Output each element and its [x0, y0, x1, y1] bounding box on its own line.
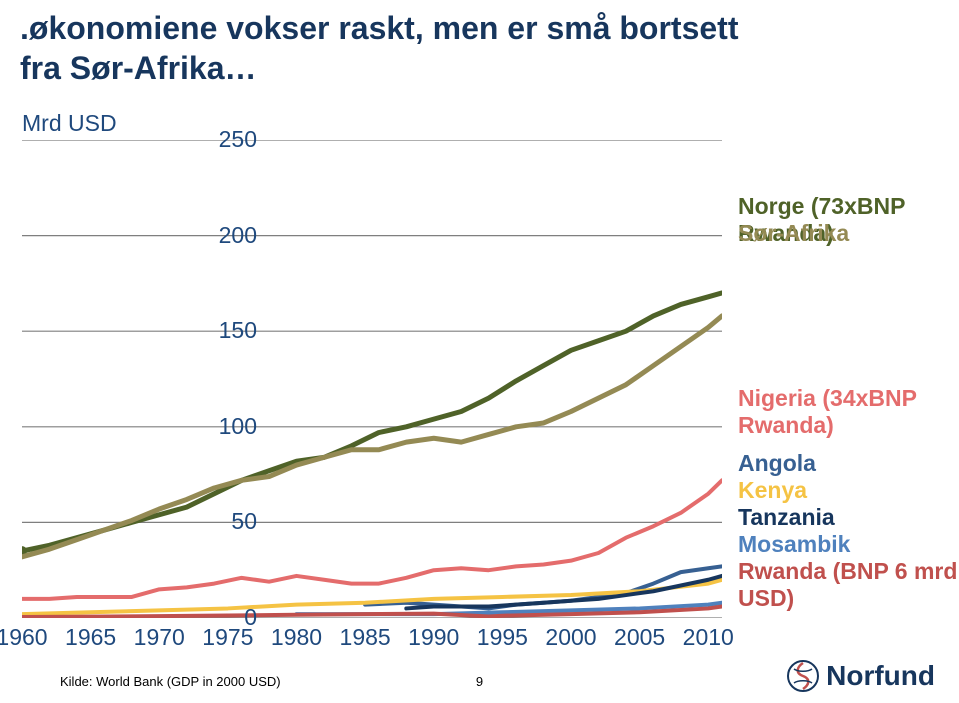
xtick-label: 2010 — [683, 624, 734, 651]
xtick-label: 1970 — [134, 624, 185, 651]
series-label: Mosambik — [738, 531, 850, 558]
xtick-label: 2005 — [614, 624, 665, 651]
page-title: .økonomiene vokser raskt, men er små bor… — [20, 8, 738, 88]
ytick-label: 50 — [207, 508, 257, 535]
series-tanzania — [406, 576, 722, 609]
xtick-label: 1990 — [408, 624, 459, 651]
page-number: 9 — [476, 674, 483, 689]
gdp-line-chart — [22, 140, 722, 618]
series-label: Sør-Afrika — [738, 220, 849, 247]
series-label: Tanzania — [738, 504, 835, 531]
title-line1: .økonomiene vokser raskt, men er små bor… — [20, 10, 738, 46]
xtick-label: 2000 — [545, 624, 596, 651]
xtick-label: 1980 — [271, 624, 322, 651]
xtick-label: 1965 — [65, 624, 116, 651]
y-axis-label: Mrd USD — [22, 110, 117, 137]
xtick-label: 1995 — [477, 624, 528, 651]
series-label: Angola — [738, 450, 816, 477]
norfund-logo-text: Norfund — [826, 660, 935, 692]
ytick-label: 150 — [207, 317, 257, 344]
xtick-label: 1960 — [0, 624, 48, 651]
series-label: Rwanda (BNP 6 mrd USD) — [738, 558, 959, 612]
ytick-label: 100 — [207, 413, 257, 440]
ytick-label: 200 — [207, 222, 257, 249]
series-label: Kenya — [738, 477, 807, 504]
xtick-label: 1975 — [202, 624, 253, 651]
ytick-label: 250 — [207, 126, 257, 153]
series-label: Nigeria (34xBNP Rwanda) — [738, 385, 959, 439]
title-line2: fra Sør-Afrika… — [20, 50, 257, 86]
xtick-label: 1985 — [340, 624, 391, 651]
source-footer: Kilde: World Bank (GDP in 2000 USD) — [60, 674, 281, 689]
series-nigeria — [22, 480, 722, 599]
norfund-logo: Norfund — [786, 659, 935, 693]
norfund-logo-icon — [786, 659, 820, 693]
